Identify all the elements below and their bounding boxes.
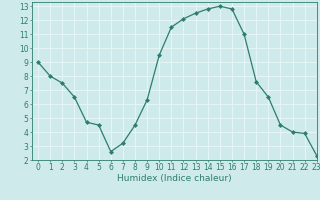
X-axis label: Humidex (Indice chaleur): Humidex (Indice chaleur) xyxy=(117,174,232,183)
